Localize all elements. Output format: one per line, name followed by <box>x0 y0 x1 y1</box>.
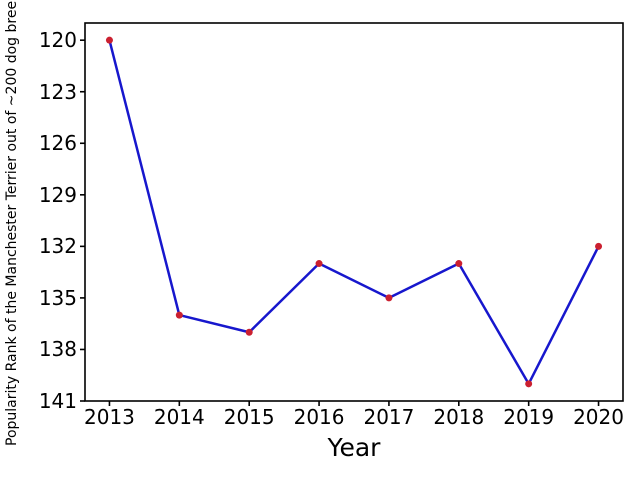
y-tick-label: 132 <box>38 234 77 259</box>
y-tick-label: 138 <box>38 337 77 362</box>
y-tick-label: 123 <box>38 79 77 104</box>
y-tick-label: 129 <box>38 182 77 207</box>
data-point-marker <box>175 311 183 319</box>
data-point-marker <box>245 328 253 336</box>
x-tick-label: 2020 <box>573 405 624 429</box>
x-tick-label: 2018 <box>433 405 485 429</box>
y-tick-label: 135 <box>38 285 77 310</box>
x-axis-title: Year <box>327 433 381 462</box>
data-point-marker <box>525 380 533 388</box>
y-tick-label: 126 <box>38 131 77 156</box>
x-tick-label: 2014 <box>153 405 205 429</box>
y-tick-label: 141 <box>38 389 77 413</box>
x-tick-label: 2013 <box>84 405 135 429</box>
line-series <box>108 39 600 386</box>
x-tick-label: 2017 <box>363 405 415 429</box>
y-axis-title: Popularity Rank of the Manchester Terrie… <box>4 0 20 446</box>
data-point-marker <box>385 294 393 302</box>
x-tick-label: 2016 <box>293 405 345 429</box>
y-tick-label: 120 <box>38 28 77 53</box>
data-point-marker <box>315 260 323 268</box>
data-point-marker <box>105 36 113 44</box>
x-tick-label: 2015 <box>223 405 275 429</box>
data-point-marker <box>595 242 603 250</box>
plot-border <box>84 22 624 402</box>
x-tick-label: 2019 <box>503 405 555 429</box>
data-point-marker <box>455 260 463 268</box>
